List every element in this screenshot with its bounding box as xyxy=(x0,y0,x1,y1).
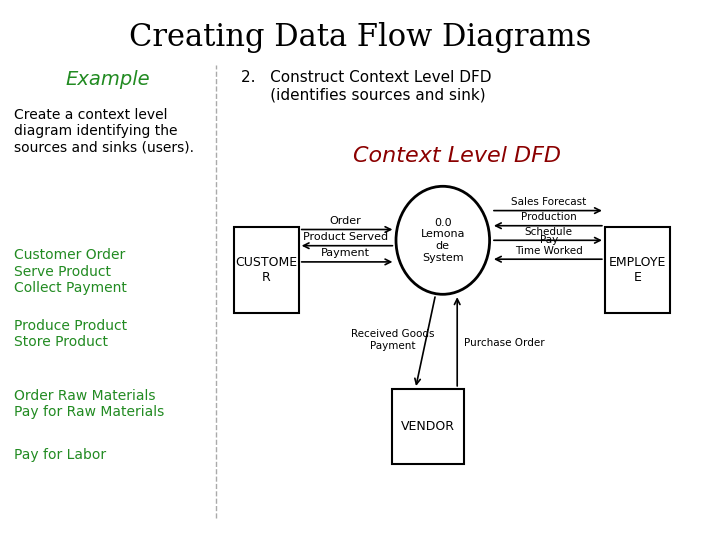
FancyBboxPatch shape xyxy=(392,389,464,464)
Text: Received Goods
Payment: Received Goods Payment xyxy=(351,329,434,351)
Text: CUSTOME
R: CUSTOME R xyxy=(235,256,297,284)
Text: Customer Order
Serve Product
Collect Payment: Customer Order Serve Product Collect Pay… xyxy=(14,248,127,295)
Text: Pay for Labor: Pay for Labor xyxy=(14,448,107,462)
Text: Sales Forecast: Sales Forecast xyxy=(511,197,586,207)
Text: VENDOR: VENDOR xyxy=(402,420,456,433)
Text: Example: Example xyxy=(66,70,150,89)
Text: 0.0
Lemona
de
System: 0.0 Lemona de System xyxy=(420,218,465,262)
Text: Purchase Order: Purchase Order xyxy=(464,338,545,348)
Text: Order Raw Materials
Pay for Raw Materials: Order Raw Materials Pay for Raw Material… xyxy=(14,389,165,419)
Ellipse shape xyxy=(396,186,490,294)
Text: Payment: Payment xyxy=(321,248,370,258)
Text: Pay: Pay xyxy=(539,234,558,245)
Text: Product Served: Product Served xyxy=(303,232,388,242)
Text: 2.   Construct Context Level DFD
      (identifies sources and sink): 2. Construct Context Level DFD (identifi… xyxy=(241,70,492,103)
Text: Creating Data Flow Diagrams: Creating Data Flow Diagrams xyxy=(129,22,591,52)
FancyBboxPatch shape xyxy=(605,227,670,313)
Text: EMPLOYE
E: EMPLOYE E xyxy=(608,256,666,284)
Text: Produce Product
Store Product: Produce Product Store Product xyxy=(14,319,127,349)
Text: Context Level DFD: Context Level DFD xyxy=(354,146,561,166)
Text: Schedule: Schedule xyxy=(525,227,572,237)
Text: Time Worked: Time Worked xyxy=(515,246,582,256)
Text: Create a context level
diagram identifying the
sources and sinks (users).: Create a context level diagram identifyi… xyxy=(14,108,194,154)
Text: Production: Production xyxy=(521,212,577,222)
Text: Order: Order xyxy=(330,215,361,226)
FancyBboxPatch shape xyxy=(234,227,299,313)
